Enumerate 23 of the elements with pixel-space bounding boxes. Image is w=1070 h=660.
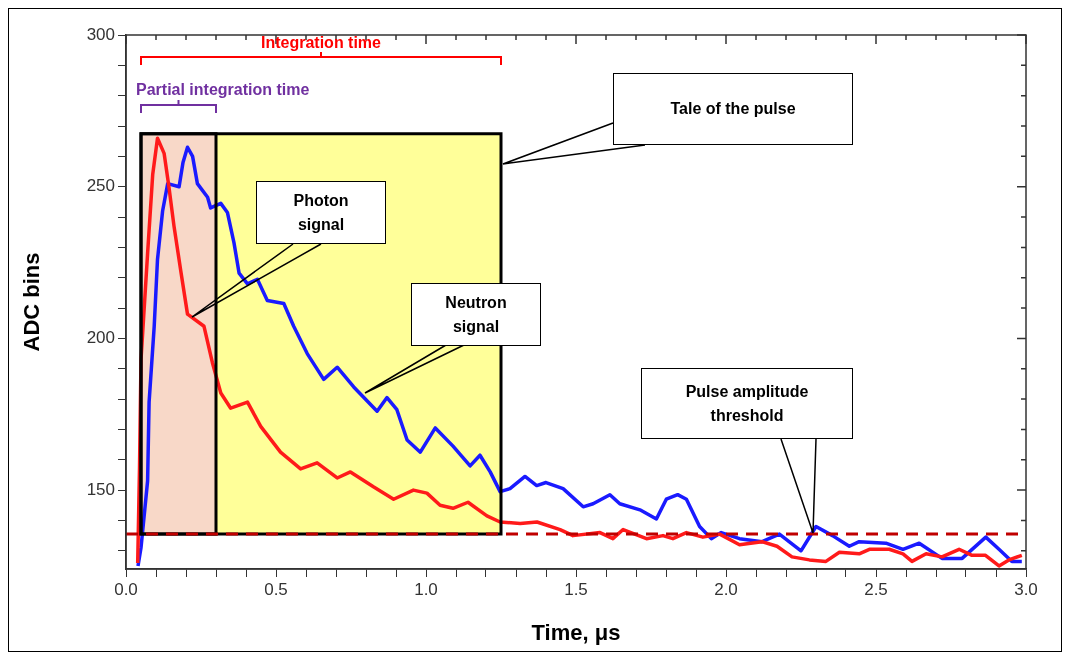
callout-box: Neutron signal	[411, 283, 541, 346]
annotation: Integration time	[260, 33, 382, 53]
annotation: Neutron signal	[444, 292, 508, 337]
callout-box: Tale of the pulse	[613, 73, 853, 145]
y-tick-label: 300	[86, 24, 115, 44]
annotation: Photon signal	[292, 190, 350, 235]
x-tick-label: 3.0	[1014, 579, 1038, 599]
x-tick-label: 1.5	[564, 579, 588, 599]
x-tick-label: 2.0	[714, 579, 738, 599]
x-axis-title: Time, μs	[531, 619, 621, 645]
callout-box: Photon signal	[256, 181, 386, 244]
y-axis-title: ADC bins	[19, 252, 45, 352]
annotation: Pulse amplitude threshold	[684, 381, 810, 426]
x-tick-label: 0.5	[264, 579, 288, 599]
x-tick-label: 0.0	[114, 579, 138, 599]
annotation: Partial integration time	[136, 80, 311, 100]
x-tick-label: 1.0	[414, 579, 438, 599]
annotation: Tale of the pulse	[670, 99, 796, 119]
y-tick-label: 250	[86, 176, 115, 196]
y-tick-label: 150	[86, 479, 115, 499]
y-tick-label: 200	[86, 328, 115, 348]
x-tick-label: 2.5	[864, 579, 888, 599]
callout-box: Pulse amplitude threshold	[641, 368, 853, 439]
